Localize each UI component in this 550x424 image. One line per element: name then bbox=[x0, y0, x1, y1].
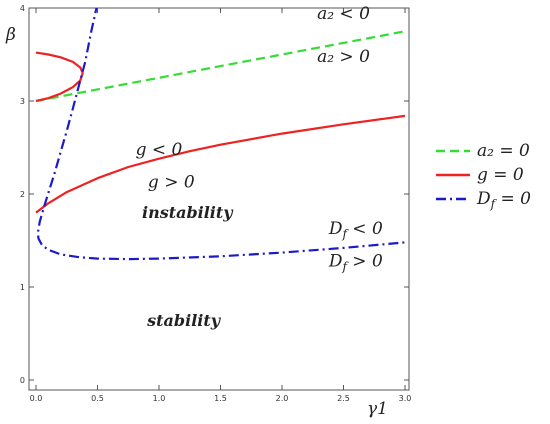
series-layer bbox=[35, 8, 406, 261]
y-tick-label: 0 bbox=[20, 376, 25, 385]
x-tick-label: 0.0 bbox=[30, 394, 43, 403]
annotation-layer: a₂ < 0 a₂ > 0 g < 0 g > 0 instability Df < 0 D… bbox=[136, 4, 383, 330]
x-tick-label: 3.0 bbox=[399, 394, 412, 403]
x-tick-label: 2.5 bbox=[337, 394, 350, 403]
legend: a₂ = 0 g = 0 Df = 0 bbox=[436, 141, 531, 211]
x-tick-label: 1.0 bbox=[153, 394, 166, 403]
y-tick-label: 3 bbox=[20, 97, 25, 106]
annotation-4: instability bbox=[142, 203, 234, 222]
y-tick-label: 4 bbox=[20, 4, 25, 13]
annotation-6: Df > 0 bbox=[328, 252, 383, 274]
annotation-2: g < 0 bbox=[136, 140, 183, 160]
legend-label-1: g = 0 bbox=[477, 165, 524, 185]
x-tick-label: 0.5 bbox=[91, 394, 104, 403]
x-axis-label: γ1 bbox=[367, 399, 388, 419]
y-tick-label: 2 bbox=[20, 190, 25, 199]
annotation-3: g > 0 bbox=[148, 172, 195, 192]
y-axis-label: β bbox=[5, 25, 16, 45]
series-line-2 bbox=[35, 51, 84, 103]
y-axis-ticks: 0 1 2 3 4 bbox=[20, 4, 409, 385]
x-axis-ticks: 0.0 0.5 1.0 1.5 2.0 2.5 3.0 bbox=[30, 8, 412, 403]
annotation-0: a₂ < 0 bbox=[317, 4, 370, 24]
series-line-1 bbox=[35, 114, 406, 214]
x-tick-label: 1.5 bbox=[214, 394, 227, 403]
y-tick-label: 1 bbox=[20, 283, 25, 292]
legend-label-0: a₂ = 0 bbox=[477, 141, 530, 161]
plot-frame bbox=[28, 7, 410, 391]
series-line-0 bbox=[35, 30, 406, 103]
annotation-7: stability bbox=[146, 311, 222, 330]
legend-label-3: Df = 0 bbox=[476, 189, 531, 211]
annotation-5: Df < 0 bbox=[328, 219, 383, 241]
annotation-1: a₂ > 0 bbox=[317, 47, 370, 67]
x-tick-label: 2.0 bbox=[276, 394, 289, 403]
series-line-3 bbox=[36, 8, 406, 261]
